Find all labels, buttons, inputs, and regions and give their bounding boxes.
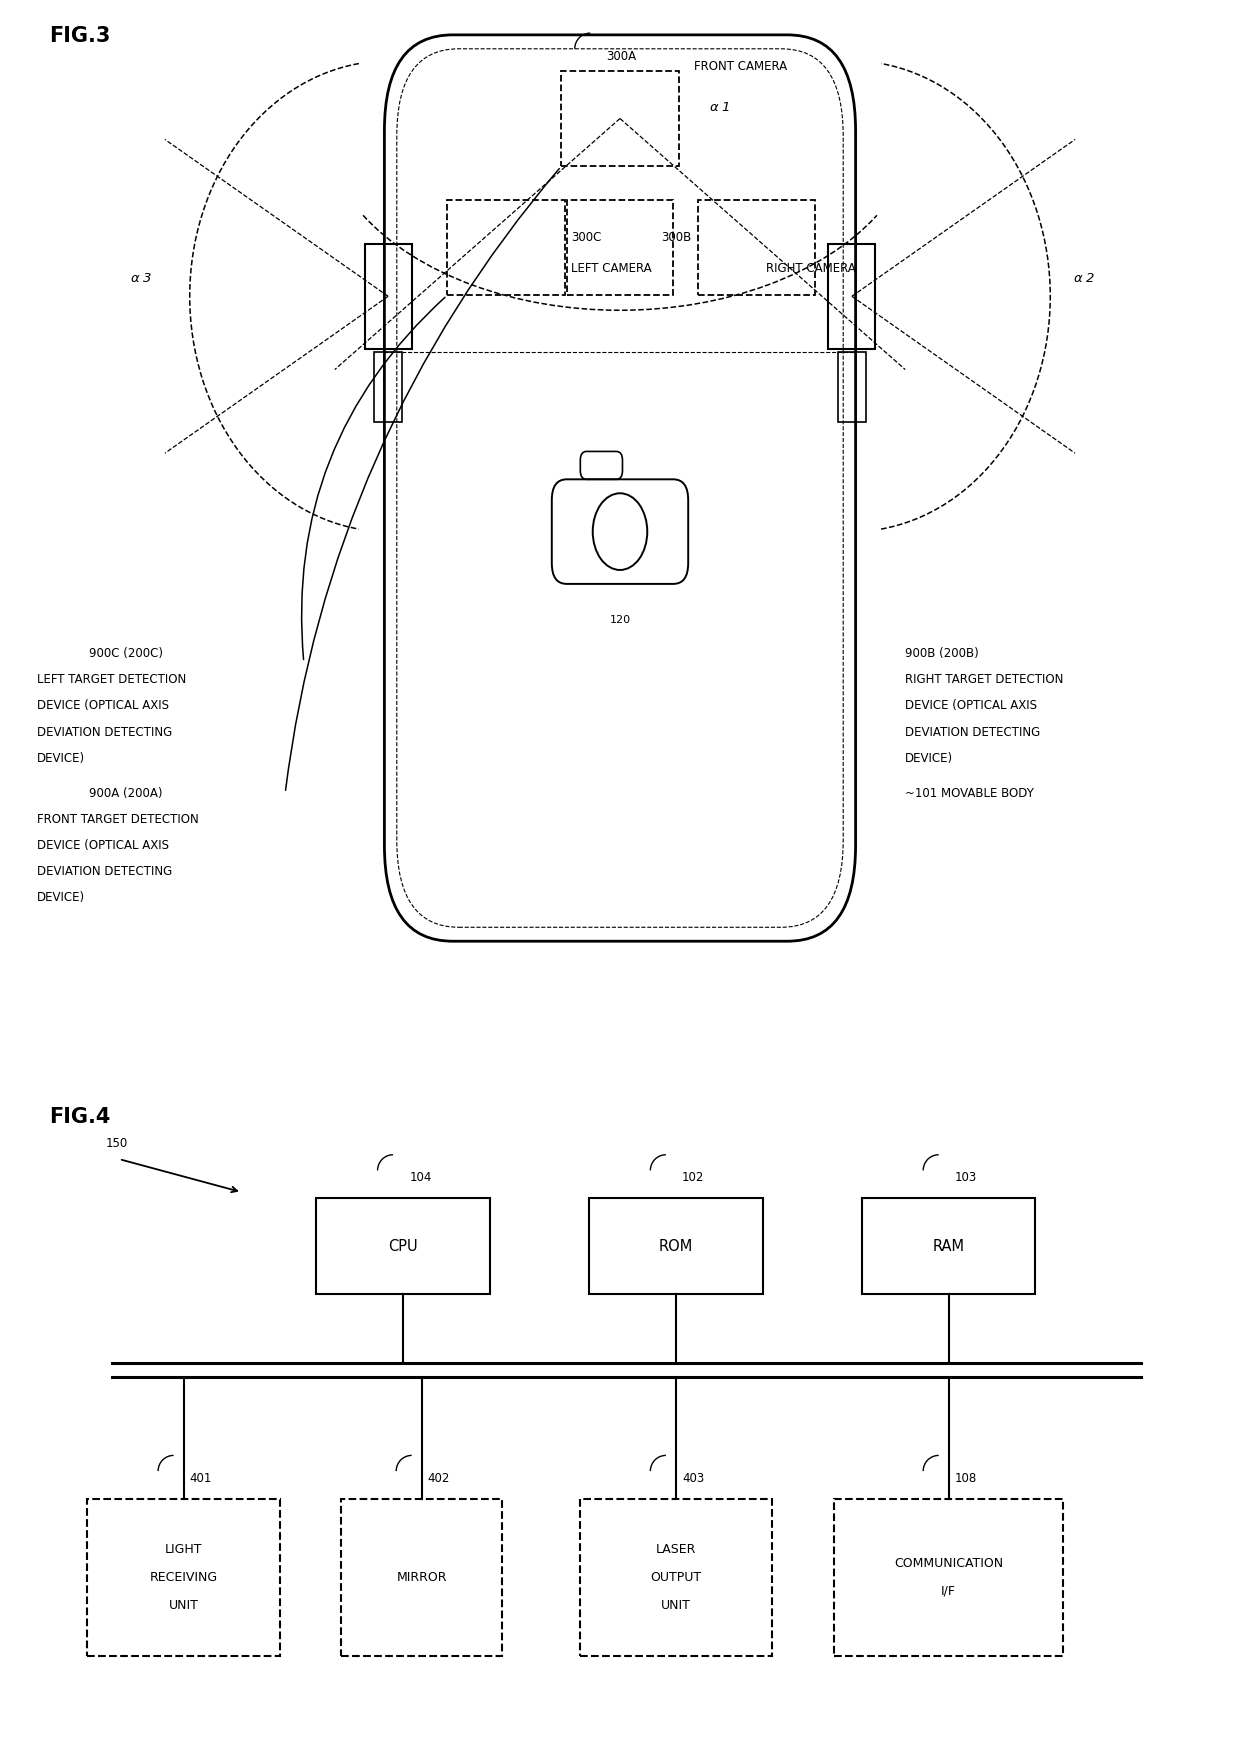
- Text: ROM: ROM: [658, 1239, 693, 1253]
- Bar: [838, 352, 866, 422]
- Bar: [833, 1499, 1063, 1656]
- Text: RAM: RAM: [932, 1239, 965, 1253]
- Text: DEVICE (OPTICAL AXIS: DEVICE (OPTICAL AXIS: [37, 699, 169, 713]
- Text: 108: 108: [955, 1473, 977, 1485]
- Text: 102: 102: [682, 1171, 704, 1185]
- Bar: [697, 200, 816, 296]
- Text: FIG.3: FIG.3: [50, 26, 110, 45]
- Text: I/F: I/F: [941, 1584, 956, 1598]
- Text: DEVICE): DEVICE): [905, 751, 954, 765]
- Text: DEVIATION DETECTING: DEVIATION DETECTING: [37, 865, 172, 878]
- Text: $\alpha$ 3: $\alpha$ 3: [130, 272, 153, 286]
- Text: UNIT: UNIT: [661, 1598, 691, 1612]
- Bar: [374, 352, 402, 422]
- Text: RIGHT TARGET DETECTION: RIGHT TARGET DETECTION: [905, 673, 1064, 687]
- Text: 900A (200A): 900A (200A): [89, 786, 162, 800]
- Bar: [580, 1499, 771, 1656]
- Text: 300B: 300B: [661, 230, 692, 244]
- Text: 104: 104: [409, 1171, 432, 1185]
- Text: 120: 120: [609, 615, 631, 626]
- Text: DEVICE): DEVICE): [37, 751, 86, 765]
- Text: 900C (200C): 900C (200C): [89, 647, 164, 661]
- Text: LEFT TARGET DETECTION: LEFT TARGET DETECTION: [37, 673, 186, 687]
- Text: 150: 150: [105, 1136, 128, 1150]
- Text: 402: 402: [428, 1473, 450, 1485]
- Text: FIG.4: FIG.4: [50, 1107, 110, 1126]
- Text: LEFT CAMERA: LEFT CAMERA: [570, 261, 652, 275]
- Text: FRONT TARGET DETECTION: FRONT TARGET DETECTION: [37, 812, 198, 826]
- Text: $\alpha$ 1: $\alpha$ 1: [709, 101, 730, 113]
- Text: DEVIATION DETECTING: DEVIATION DETECTING: [905, 725, 1040, 739]
- Text: 401: 401: [190, 1473, 212, 1485]
- Bar: [341, 1499, 502, 1656]
- Text: OUTPUT: OUTPUT: [650, 1570, 702, 1584]
- Text: FRONT CAMERA: FRONT CAMERA: [694, 61, 787, 73]
- Text: 900B (200B): 900B (200B): [905, 647, 978, 661]
- Bar: [87, 1499, 279, 1656]
- Bar: [862, 1199, 1035, 1293]
- Text: DEVICE (OPTICAL AXIS: DEVICE (OPTICAL AXIS: [905, 699, 1037, 713]
- Text: $\alpha$ 2: $\alpha$ 2: [1073, 272, 1095, 286]
- Text: DEVICE (OPTICAL AXIS: DEVICE (OPTICAL AXIS: [37, 838, 169, 852]
- Bar: [316, 1199, 490, 1293]
- Text: ~101 MOVABLE BODY: ~101 MOVABLE BODY: [905, 786, 1034, 800]
- Text: COMMUNICATION: COMMUNICATION: [894, 1556, 1003, 1570]
- Text: CPU: CPU: [388, 1239, 418, 1253]
- Text: DEVICE): DEVICE): [37, 891, 86, 905]
- Text: LIGHT: LIGHT: [165, 1543, 202, 1556]
- Bar: [560, 70, 680, 166]
- Text: DEVIATION DETECTING: DEVIATION DETECTING: [37, 725, 172, 739]
- Bar: [568, 200, 672, 296]
- Bar: [589, 1199, 763, 1293]
- Bar: [365, 244, 412, 349]
- Text: LASER: LASER: [656, 1543, 696, 1556]
- Text: 403: 403: [682, 1473, 704, 1485]
- Text: MIRROR: MIRROR: [397, 1570, 446, 1584]
- Text: RIGHT CAMERA: RIGHT CAMERA: [766, 261, 856, 275]
- Text: 103: 103: [955, 1171, 977, 1185]
- Text: RECEIVING: RECEIVING: [150, 1570, 217, 1584]
- Text: UNIT: UNIT: [169, 1598, 198, 1612]
- Text: 300C: 300C: [570, 230, 601, 244]
- Text: 300A: 300A: [606, 51, 636, 63]
- Bar: [828, 244, 875, 349]
- Bar: [446, 200, 565, 296]
